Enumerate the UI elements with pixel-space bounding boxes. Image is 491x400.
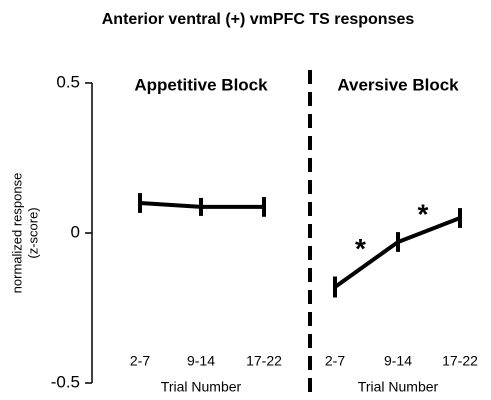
- y-axis-label: normalized response: [9, 173, 24, 294]
- y-tick-label: 0: [71, 222, 80, 241]
- x-tick-label: 2-7: [325, 353, 345, 369]
- x-axis-label: Trial Number: [358, 379, 439, 395]
- y-tick-label: -0.5: [51, 372, 80, 391]
- x-tick-label: 9-14: [384, 353, 412, 369]
- panel-title: Appetitive Block: [134, 75, 268, 94]
- chart-title: Anterior ventral (+) vmPFC TS responses: [102, 11, 415, 28]
- panel-title: Aversive Block: [337, 75, 459, 94]
- significance-marker: *: [355, 233, 366, 264]
- x-axis-label: Trial Number: [161, 379, 242, 395]
- x-tick-label: 9-14: [187, 353, 215, 369]
- significance-marker: *: [418, 198, 429, 229]
- y-axis-label: (z-score): [25, 207, 40, 258]
- series-line: [333, 216, 461, 289]
- y-tick-label: 0.5: [56, 72, 80, 91]
- x-tick-label: 17-22: [246, 353, 282, 369]
- x-tick-label: 17-22: [442, 353, 478, 369]
- x-tick-label: 2-7: [130, 353, 150, 369]
